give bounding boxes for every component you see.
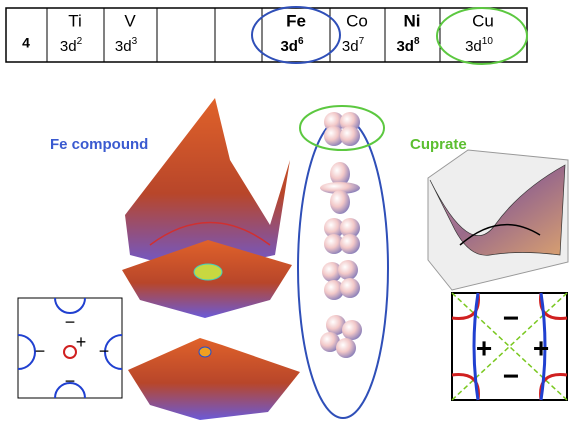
orbitals <box>320 112 362 358</box>
cu-inset <box>451 292 568 401</box>
config-base: 3d <box>115 38 132 55</box>
element-symbol: Ni <box>404 11 421 30</box>
sign: − <box>503 302 519 333</box>
cuprate-surface <box>427 149 569 291</box>
config-base: 3d <box>396 38 414 55</box>
config-superscript: 10 <box>482 36 494 47</box>
config-superscript: 2 <box>77 36 83 47</box>
table-dividers <box>46 8 441 62</box>
fe-surfaces <box>122 98 300 420</box>
electron-config: 3d8 <box>396 36 420 55</box>
cu-label: Cuprate <box>410 136 467 153</box>
config-base: 3d <box>280 38 298 55</box>
electron-config: 3d3 <box>115 36 138 55</box>
element-symbol: V <box>124 11 136 30</box>
sign: + <box>476 332 492 363</box>
config-superscript: 3 <box>132 36 138 47</box>
sign: − <box>65 371 76 391</box>
row-label: 4 <box>22 35 30 51</box>
element-symbol: Cu <box>472 11 494 30</box>
sign: − <box>503 360 519 391</box>
element-symbol: Ti <box>68 11 82 30</box>
sign: + <box>76 332 87 352</box>
element-symbol: Fe <box>286 11 306 30</box>
fe-highlight <box>251 6 341 64</box>
electron-config: 3d7 <box>342 36 365 55</box>
config-superscript: 8 <box>414 36 420 47</box>
config-superscript: 6 <box>298 36 304 47</box>
config-base: 3d <box>342 38 359 55</box>
electron-config: 3d2 <box>60 36 83 55</box>
electron-config: 3d6 <box>280 36 304 55</box>
config-base: 3d <box>465 38 482 55</box>
dx2y2-highlight <box>299 105 385 151</box>
cu-highlight <box>436 7 528 65</box>
fe-label: Fe compound <box>50 136 148 153</box>
element-symbol: Co <box>346 11 368 30</box>
sign: − <box>35 341 46 361</box>
sign: − <box>65 312 76 332</box>
config-superscript: 7 <box>359 36 365 47</box>
electron-config: 3d10 <box>465 36 493 55</box>
config-base: 3d <box>60 38 77 55</box>
sign: − <box>99 341 110 361</box>
fe-inset <box>17 297 123 399</box>
sign: + <box>533 332 549 363</box>
